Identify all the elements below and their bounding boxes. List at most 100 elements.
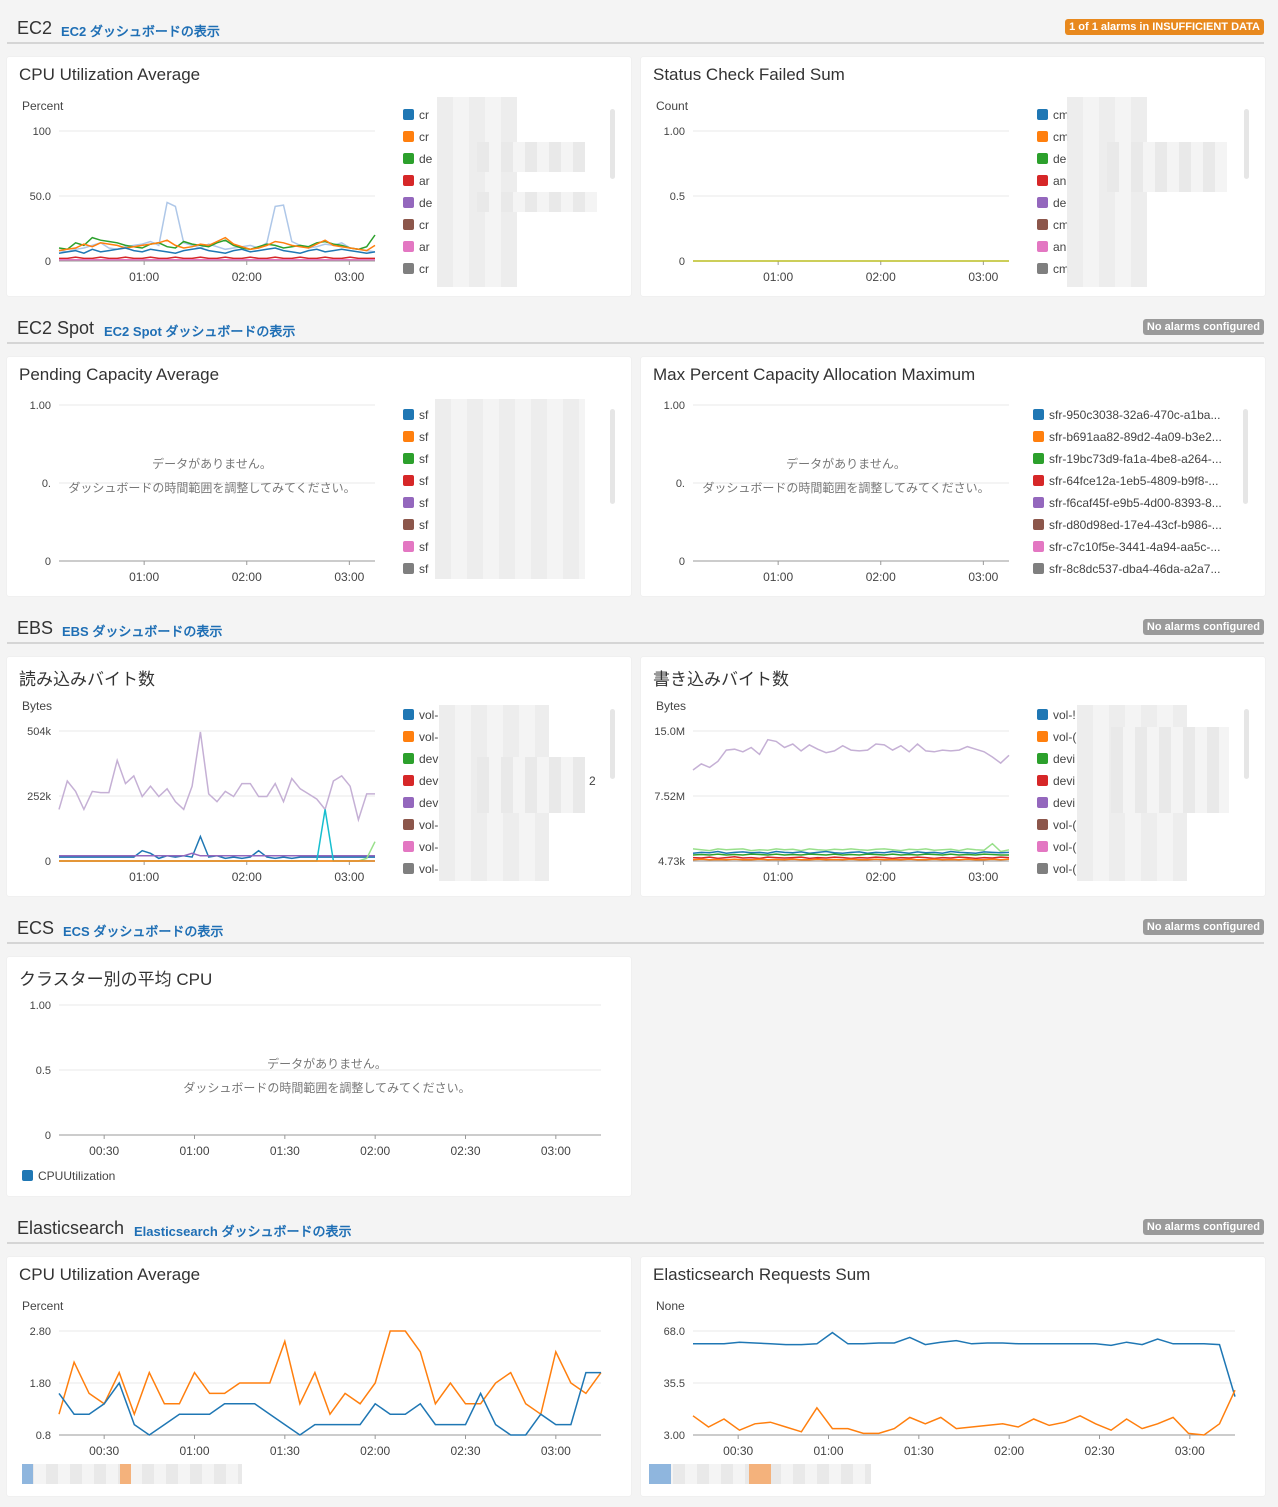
legend-item[interactable]: sf (403, 536, 603, 558)
legend-item[interactable]: sfr-b691aa82-89d2-4a09-b3e2... (1033, 426, 1233, 448)
widget-ebs-write[interactable]: 書き込みバイト数 Bytes 15.0M 7.52M 4.73k 01:00 02:00… (641, 657, 1265, 896)
x-tick-label: 02:00 (232, 570, 262, 584)
y-tick-label: 68.0 (664, 1326, 685, 1338)
legend-item[interactable]: vol- (403, 814, 603, 836)
alarm-status-badge[interactable]: No alarms configured (1142, 619, 1264, 635)
ec2-dashboard-link[interactable]: EC2 ダッシュボードの表示 (61, 24, 220, 39)
legend-item[interactable]: devi (1037, 770, 1237, 792)
alarm-status-badge[interactable]: 1 of 1 alarms in INSUFFICIENT DATA (1065, 19, 1264, 35)
legend-item[interactable]: devi (1037, 792, 1237, 814)
no-data-line: データがありません。 (786, 457, 906, 471)
legend-item[interactable]: sf (403, 426, 603, 448)
x-tick-label: 02:00 (232, 870, 262, 884)
legend-item[interactable]: vol- (403, 704, 603, 726)
widget-es-cpu[interactable]: CPU Utilization Average Percent 2.80 1.80… (7, 1257, 631, 1496)
legend-item[interactable]: sfr-c7c10f5e-3441-4a94-aa5c-... (1033, 536, 1233, 558)
legend-item[interactable]: vol- (403, 858, 603, 880)
legend-item[interactable]: de (1037, 148, 1237, 170)
ecs-dashboard-link[interactable]: ECS ダッシュボードの表示 (63, 924, 224, 939)
legend-item[interactable]: sf (403, 492, 603, 514)
legend-item[interactable]: sf (403, 558, 603, 580)
legend-item[interactable]: sfr-8c8dc537-dba4-46da-a2a7... (1033, 558, 1233, 580)
section-ec2-spot: EC2 Spot EC2 Spot ダッシュボードの表示 No alarms c… (7, 316, 1264, 346)
legend-item[interactable]: ar (403, 236, 603, 258)
legend-scrollbar[interactable] (1243, 409, 1248, 504)
widget-title: Pending Capacity Average (19, 365, 220, 384)
legend-item[interactable]: sfr-d80d98ed-17e4-43cf-b986-... (1033, 514, 1233, 536)
legend-item[interactable]: sf (403, 514, 603, 536)
legend-scrollbar[interactable] (610, 709, 615, 779)
widget-ebs-read[interactable]: 読み込みバイト数 Bytes 504k 252k 0 01:00 02:00 03:00 … (7, 657, 631, 896)
legend-item[interactable]: cr (403, 126, 603, 148)
legend-scrollbar[interactable] (610, 109, 615, 179)
legend-item[interactable]: CPUUtilization (22, 1165, 222, 1187)
legend-item[interactable]: vol-( (1037, 836, 1237, 858)
legend-scrollbar[interactable] (1244, 709, 1249, 779)
legend-item[interactable]: sfr-950c3038-32a6-470c-a1ba... (1033, 404, 1233, 426)
legend-item[interactable]: sfr-f6caf45f-e9b5-4d00-8393-8... (1033, 492, 1233, 514)
y-tick-label: 7.52M (654, 791, 685, 803)
section-ec2: EC2 EC2 ダッシュボードの表示 1 of 1 alarms in INSU… (7, 16, 1264, 306)
legend-item[interactable]: vol- (403, 726, 603, 748)
legend-label: de (1053, 152, 1067, 166)
section-ecs: ECS ECS ダッシュボードの表示 No alarms configured (7, 916, 1264, 946)
legend-item[interactable]: vol-( (1037, 814, 1237, 836)
widget-spot-pending[interactable]: Pending Capacity Average 1.00 0. 0 01:00 02:… (7, 357, 631, 596)
ebs-dashboard-link[interactable]: EBS ダッシュボードの表示 (62, 624, 223, 639)
widget-ec2-cpu[interactable]: CPU Utilization Average Percent 100 50.0 0… (7, 57, 631, 296)
legend-item[interactable]: cm (1037, 104, 1237, 126)
legend-item[interactable]: an (1037, 170, 1237, 192)
legend-item[interactable]: de (403, 192, 603, 214)
legend-item[interactable]: devi (1037, 748, 1237, 770)
legend-swatch (403, 863, 414, 874)
legend-item[interactable]: cm (1037, 126, 1237, 148)
legend-item[interactable]: cm (1037, 258, 1237, 280)
legend-item[interactable]: sfr-19bc73d9-fa1a-4be8-a264-... (1033, 448, 1233, 470)
x-tick-label: 00:30 (89, 1144, 119, 1158)
legend-item[interactable]: an (1037, 236, 1237, 258)
section-header: EBS EBS ダッシュボードの表示 No alarms configured (7, 616, 1264, 644)
widget-spot-max[interactable]: Max Percent Capacity Allocation Maximum … (641, 357, 1265, 596)
legend-item[interactable]: vol- (403, 836, 603, 858)
y-axis-unit: Percent (22, 1299, 64, 1313)
legend-item[interactable]: dev (403, 792, 603, 814)
legend-item[interactable]: vol-( (1037, 858, 1237, 880)
no-data-line: データがありません。 (267, 1057, 387, 1071)
legend-item[interactable]: de (1037, 192, 1237, 214)
legend-scrollbar[interactable] (610, 409, 615, 504)
legend-item[interactable]: sfr-64fce12a-1eb5-4809-b9f8-... (1033, 470, 1233, 492)
alarm-status-badge[interactable]: No alarms configured (1142, 919, 1264, 935)
legend-item[interactable]: cr (403, 258, 603, 280)
y-tick-label: 50.0 (30, 191, 51, 203)
legend-scrollbar[interactable] (1244, 109, 1249, 179)
y-tick-label: 100 (33, 126, 51, 138)
no-data-message: データがありません。 ダッシュボードの時間範囲を調整してみてください。 (681, 452, 1011, 500)
legend-item[interactable]: de (403, 148, 603, 170)
spot-dashboard-link[interactable]: EC2 Spot ダッシュボードの表示 (104, 324, 296, 339)
widget-ecs-cpu[interactable]: クラスター別の平均 CPU 1.00 0.5 0 00:30 01:00 01:30 02:… (7, 957, 631, 1196)
x-tick-label: 02:00 (360, 1444, 390, 1458)
widget-ec2-status[interactable]: Status Check Failed Sum Count 1.00 0.5 0 01… (641, 57, 1265, 296)
widget-es-requests[interactable]: Elasticsearch Requests Sum None 68.0 35.5… (641, 1257, 1265, 1496)
legend-item[interactable]: ar (403, 170, 603, 192)
legend-swatch (403, 797, 414, 808)
legend-item[interactable]: dev (403, 748, 603, 770)
legend-item[interactable]: cr (403, 214, 603, 236)
legend-item[interactable]: cr (403, 104, 603, 126)
legend-item[interactable]: vol-! (1037, 704, 1237, 726)
legend-item[interactable]: sf (403, 448, 603, 470)
legend-item[interactable]: sf (403, 404, 603, 426)
legend-label: sfr-8c8dc537-dba4-46da-a2a7... (1049, 562, 1221, 576)
legend-item[interactable]: cm (1037, 214, 1237, 236)
elasticsearch-dashboard-link[interactable]: Elasticsearch ダッシュボードの表示 (134, 1224, 352, 1239)
alarm-status-badge[interactable]: No alarms configured (1142, 319, 1264, 335)
legend-swatch-orange (749, 1464, 771, 1484)
alarm-status-badge[interactable]: No alarms configured (1142, 1219, 1264, 1235)
legend-item[interactable]: sf (403, 470, 603, 492)
legend-label: vol- (419, 862, 439, 876)
x-tick-label: 01:00 (129, 270, 159, 284)
legend-item[interactable]: vol-( (1037, 726, 1237, 748)
series-line-2 (59, 852, 375, 857)
y-tick-label: 0.5 (670, 191, 685, 203)
legend-item[interactable]: dev (403, 770, 603, 792)
